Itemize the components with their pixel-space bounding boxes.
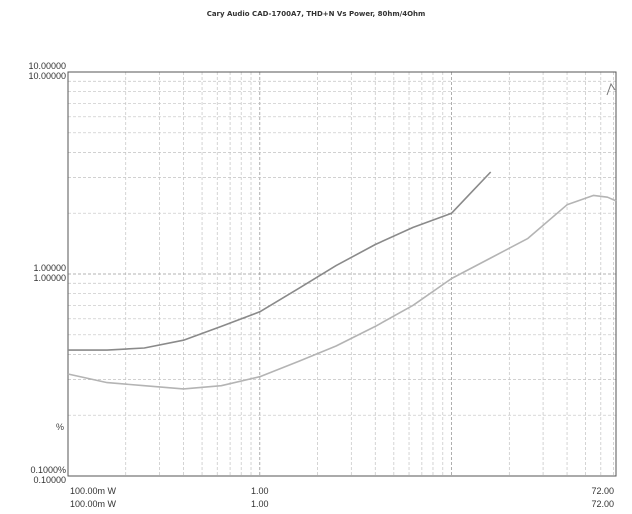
corner-marker — [606, 82, 616, 96]
x-tick-labels: 100.00m W 100.00m W 1.00 1.00 72.00 72.00 — [70, 486, 614, 509]
y-axis-label: % — [56, 422, 64, 432]
x-tick-label: 1.00 — [251, 499, 269, 509]
series-layer — [67, 171, 617, 390]
x-tick-label: 1.00 — [251, 486, 269, 496]
y-tick-label: 10.00000 — [28, 71, 66, 81]
y-tick-label: 10.00000 — [28, 61, 66, 71]
y-tick-label: 0.10000 — [33, 475, 66, 485]
grid — [67, 71, 616, 477]
x-tick-label: 100.00m W — [70, 486, 117, 496]
y-tick-label: 1.00000 — [33, 263, 66, 273]
chart-title: Cary Audio CAD-1700A7, THD+N Vs Power, 8… — [207, 10, 426, 18]
series-line-1 — [68, 171, 492, 351]
y-tick-label: 1.00000 — [33, 273, 66, 283]
x-tick-label: 72.00 — [591, 486, 614, 496]
series-line-2 — [67, 194, 617, 390]
y-tick-label: 0.1000% — [30, 465, 66, 475]
plot-frame — [67, 71, 617, 477]
x-tick-label: 100.00m W — [70, 499, 117, 509]
x-tick-label: 72.00 — [591, 499, 614, 509]
